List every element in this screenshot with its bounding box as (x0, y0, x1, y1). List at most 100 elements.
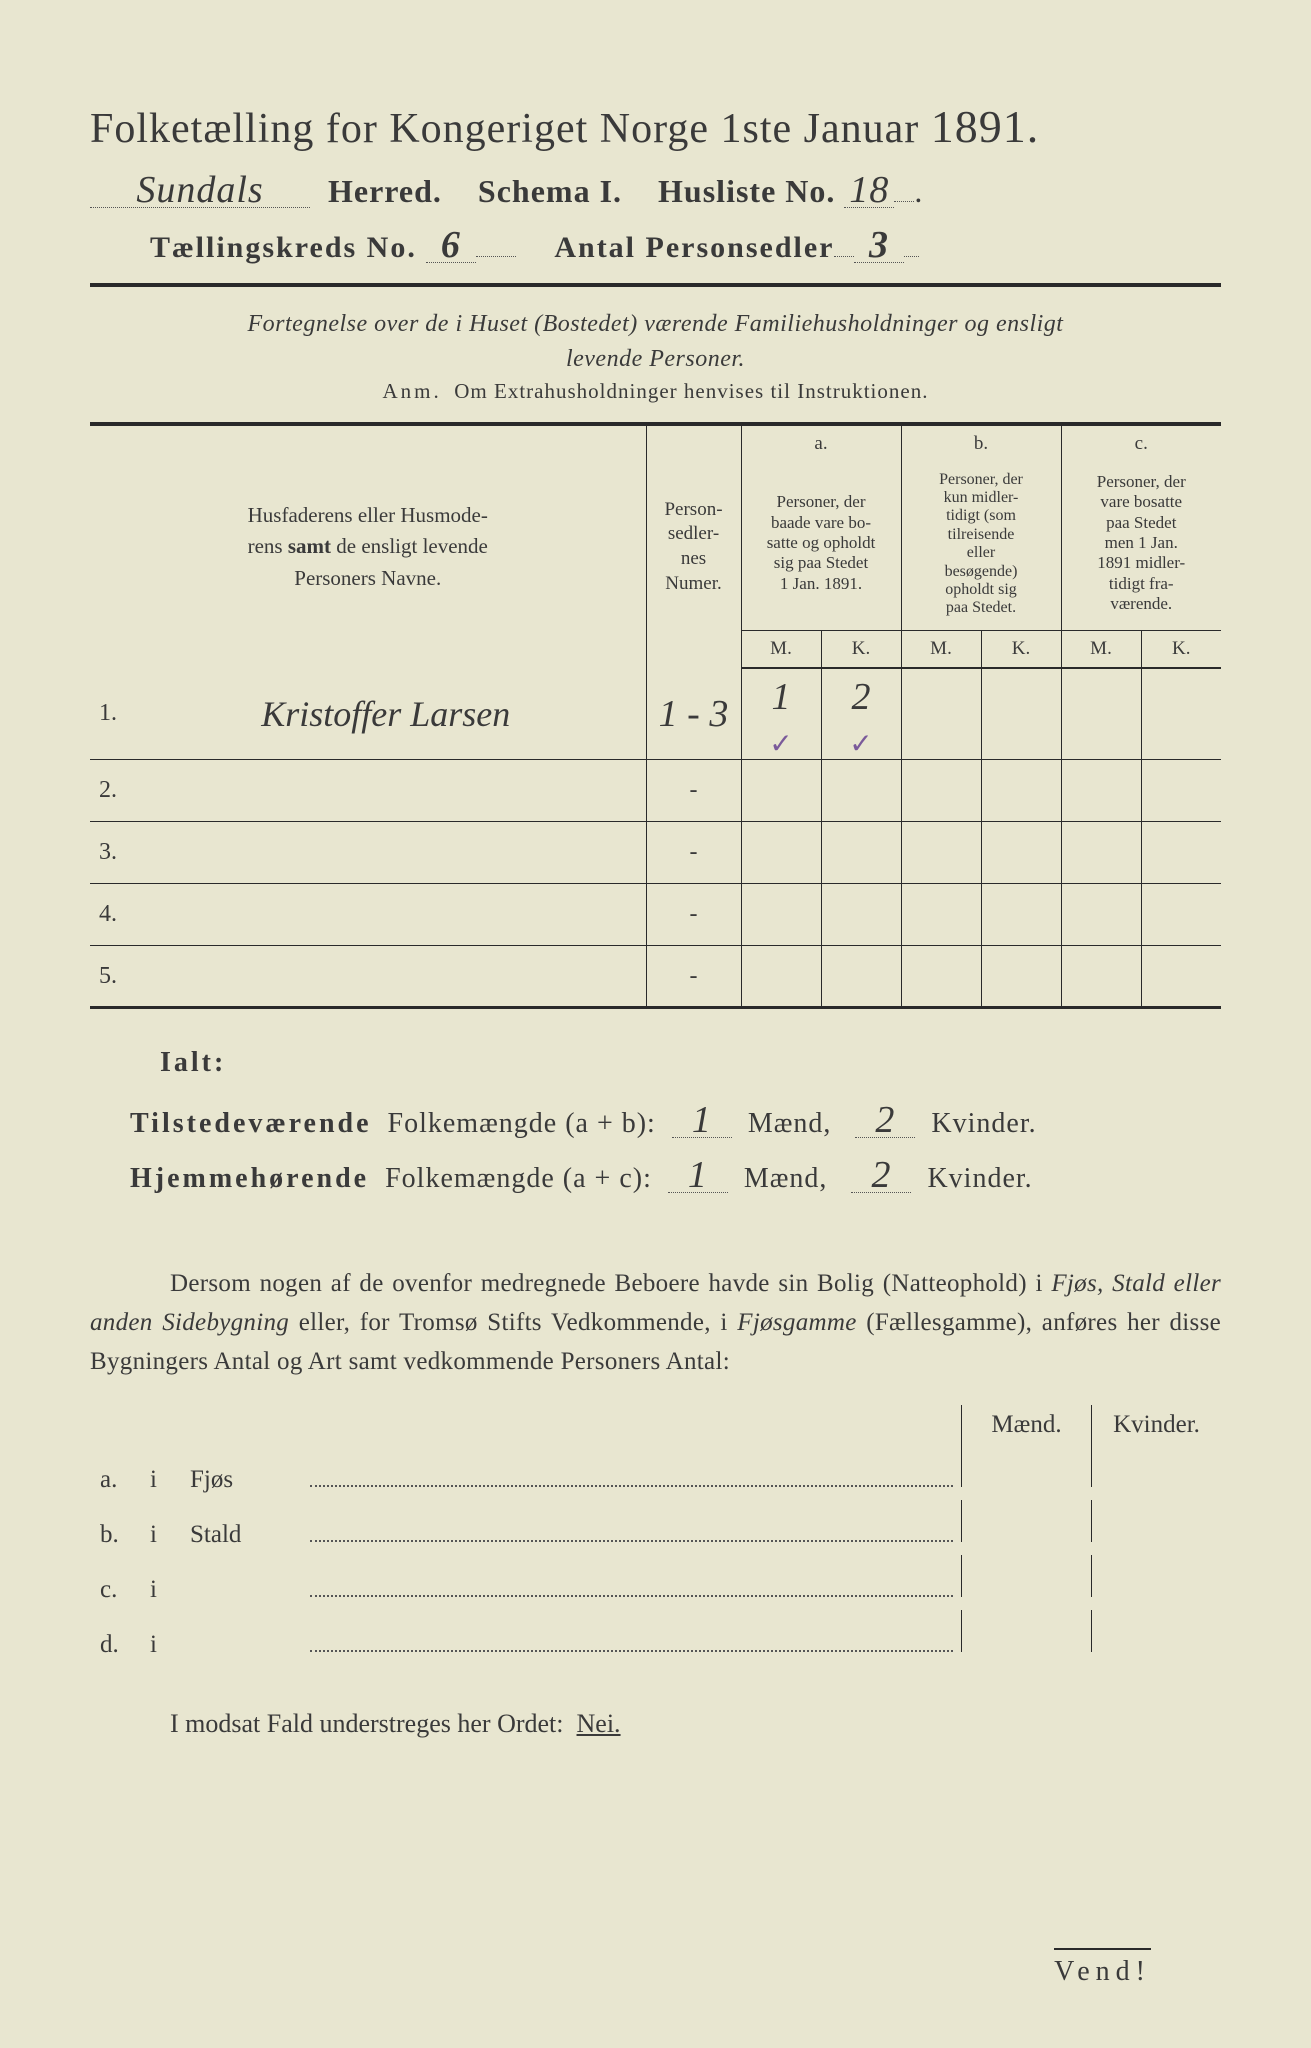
sub-k (1091, 1500, 1221, 1542)
row-c-k (1141, 668, 1221, 760)
row-name (126, 822, 646, 884)
dotted-fill (894, 201, 914, 202)
dotted-fill (310, 1540, 953, 1542)
ialt-kvinder: Kvinder. (931, 1108, 1036, 1139)
row-name (126, 946, 646, 1008)
col-header-names: Husfaderens eller Husmode-rens samt de e… (90, 424, 646, 668)
sub-row: b. i Stald (90, 1508, 1221, 1549)
col-b-m: M. (901, 631, 981, 668)
sub-k (1091, 1610, 1221, 1652)
row-c-m (1061, 884, 1141, 946)
kreds-row: Tællingskreds No. 6 Antal Personsedler3 (90, 228, 1221, 265)
table-row: 5. - (90, 946, 1221, 1008)
sub-table: Mænd. Kvinder. a. i Fjøs b. i Stald c. i (90, 1405, 1221, 1659)
sub-row: a. i Fjøs (90, 1453, 1221, 1494)
col-b-k: K. (981, 631, 1061, 668)
row-a-m: 1✓ (741, 668, 821, 760)
row-numer: - (646, 760, 741, 822)
row-a-m (741, 884, 821, 946)
row-a-m (741, 822, 821, 884)
herred-label: Herred. (328, 173, 442, 209)
sub-pre: c. (90, 1576, 150, 1604)
col-header-b-text: Personer, derkun midler-tidigt (somtilre… (901, 462, 1061, 631)
ialt-r1-m: 1 (672, 1103, 732, 1138)
main-table: Husfaderens eller Husmode-rens samt de e… (90, 422, 1221, 1009)
row-a-k: 2✓ (821, 668, 901, 760)
ialt-r1-mid: Folkemængde (a + b): (388, 1108, 656, 1139)
sub-i: i (150, 1521, 190, 1549)
anm-label: Anm. (383, 379, 442, 403)
antal-value: 3 (854, 228, 904, 263)
col-header-b-label: b. (901, 424, 1061, 462)
row-name (126, 760, 646, 822)
dotted-fill (476, 256, 516, 257)
ialt-r1-pre: Tilstedeværende (130, 1108, 372, 1139)
sub-pre: d. (90, 1631, 150, 1659)
row-b-k (981, 822, 1061, 884)
row-numer: - (646, 946, 741, 1008)
footer-line: I modsat Fald understreges her Ordet: Ne… (90, 1709, 1221, 1739)
col-a-k: K. (821, 631, 901, 668)
col-header-c-text: Personer, dervare bosattepaa Stedetmen 1… (1061, 462, 1221, 631)
sub-m (961, 1445, 1091, 1487)
row-b-m (901, 946, 981, 1008)
sub-lbl: Stald (190, 1521, 310, 1549)
row-b-k (981, 668, 1061, 760)
sub-pre: b. (90, 1521, 150, 1549)
antal-label: Antal Personsedler (554, 231, 834, 264)
row-a-k (821, 946, 901, 1008)
row-a-m (741, 760, 821, 822)
vend-label: Vend! (1054, 1948, 1151, 1988)
row-b-k (981, 946, 1061, 1008)
col-header-a-label: a. (741, 424, 901, 462)
instruction-line2: levende Personer. (90, 346, 1221, 373)
col-c-k: K. (1141, 631, 1221, 668)
row-a-k (821, 884, 901, 946)
ialt-r2-k: 2 (851, 1158, 911, 1193)
row-b-m (901, 668, 981, 760)
row-b-m (901, 884, 981, 946)
row-c-k (1141, 760, 1221, 822)
divider-rule (90, 283, 1221, 287)
col-a-m: M. (741, 631, 821, 668)
row-b-m (901, 822, 981, 884)
sub-k (1091, 1555, 1221, 1597)
sub-k (1091, 1445, 1221, 1487)
table-row: 3. - (90, 822, 1221, 884)
col-header-c-label: c. (1061, 424, 1221, 462)
row-b-k (981, 884, 1061, 946)
herred-row: Sundals Herred. Schema I. Husliste No. 1… (90, 173, 1221, 210)
row-num: 5. (90, 946, 126, 1008)
col-header-a-text: Personer, derbaade vare bo-satte og opho… (741, 462, 901, 631)
col-header-numer: Person-sedler-nesNumer. (646, 424, 741, 668)
ialt-maend: Mænd, (748, 1108, 832, 1139)
dotted-fill (904, 256, 919, 257)
row-c-m (1061, 822, 1141, 884)
row-c-m (1061, 946, 1141, 1008)
row-name: Kristoffer Larsen (126, 668, 646, 760)
title-text: Folketælling for Kongeriget Norge 1ste J… (90, 106, 919, 152)
table-row: 4. - (90, 884, 1221, 946)
ialt-r1-k: 2 (855, 1103, 915, 1138)
herred-value: Sundals (90, 173, 310, 208)
sub-row: c. i (90, 1563, 1221, 1604)
row-numer: - (646, 822, 741, 884)
ialt-section: Ialt: Tilstedeværende Folkemængde (a + b… (90, 1047, 1221, 1195)
ialt-r2-mid: Folkemængde (a + c): (385, 1163, 652, 1194)
row-c-m (1061, 668, 1141, 760)
kreds-value: 6 (426, 228, 476, 263)
husliste-value: 18 (844, 173, 894, 208)
sub-row: d. i (90, 1618, 1221, 1659)
ialt-kvinder: Kvinder. (927, 1163, 1032, 1194)
row-num: 1. (90, 668, 126, 760)
main-title: Folketælling for Kongeriget Norge 1ste J… (90, 100, 1221, 153)
anm-line: Anm. Om Extrahusholdninger henvises til … (90, 379, 1221, 404)
census-form-page: Folketælling for Kongeriget Norge 1ste J… (0, 0, 1311, 2048)
ialt-row-present: Tilstedeværende Folkemængde (a + b): 1 M… (90, 1103, 1221, 1140)
dotted-fill (310, 1595, 953, 1597)
ialt-row-resident: Hjemmehørende Folkemængde (a + c): 1 Mæn… (90, 1158, 1221, 1195)
instruction-line1: Fortegnelse over de i Huset (Bostedet) v… (90, 311, 1221, 338)
ialt-r2-m: 1 (668, 1158, 728, 1193)
footer-nei: Nei. (577, 1709, 621, 1738)
row-a-k (821, 822, 901, 884)
